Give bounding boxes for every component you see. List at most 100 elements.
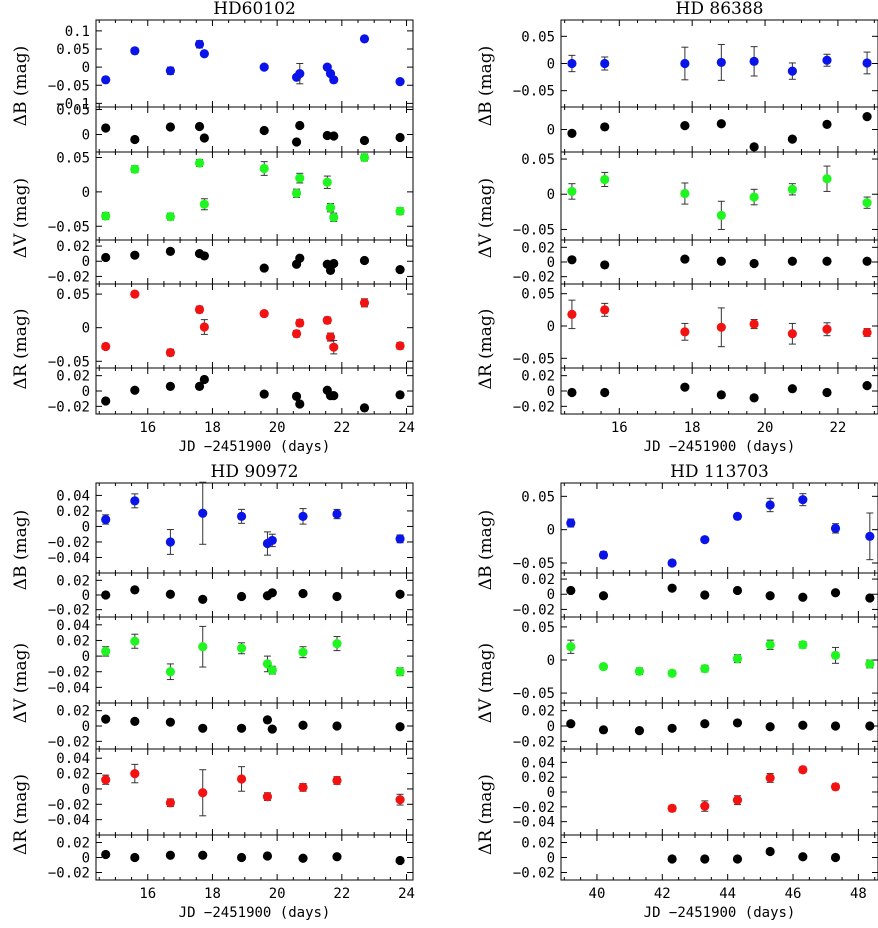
data-point — [101, 514, 111, 525]
y-tick-label: −0.02 — [48, 734, 90, 750]
y-tick-label: 0.02 — [521, 770, 555, 786]
y-tick-label: 0 — [82, 782, 90, 798]
data-point — [359, 34, 370, 44]
data-point — [634, 726, 645, 736]
data-point — [198, 850, 208, 860]
data-point — [130, 585, 140, 595]
y-tick-label: 0.02 — [56, 369, 90, 385]
y-tick-label: 0.04 — [521, 755, 555, 771]
subplot-frame — [95, 572, 414, 618]
x-tick-label: 20 — [757, 420, 774, 436]
y-tick-label: −0.02 — [48, 399, 90, 415]
data-point — [822, 55, 832, 65]
data-point — [101, 646, 111, 657]
x-tick-label: 18 — [684, 420, 701, 436]
data-point — [566, 719, 576, 729]
y-tick-label: −0.05 — [48, 354, 90, 370]
data-point — [749, 319, 759, 329]
y-tick-label: 0 — [82, 128, 90, 144]
y-tick-label: 0 — [547, 851, 555, 867]
data-point — [667, 803, 677, 813]
data-point — [598, 591, 609, 601]
y-axis-label: ΔV (mag) — [476, 643, 496, 723]
x-tick-label: 24 — [398, 886, 415, 902]
data-point — [165, 246, 175, 256]
data-point — [329, 342, 339, 352]
data-point — [165, 66, 175, 76]
data-point — [566, 642, 576, 652]
data-point — [700, 801, 710, 811]
data-point — [566, 585, 576, 596]
y-tick-label: 0.02 — [521, 572, 555, 588]
data-point — [291, 391, 302, 401]
data-point — [865, 531, 875, 541]
data-point — [798, 495, 808, 505]
x-tick-label: 48 — [850, 886, 867, 902]
subplot-frame — [95, 702, 414, 750]
data-point — [199, 251, 209, 261]
subplot-frame — [95, 19, 414, 108]
data-point — [267, 535, 277, 546]
y-axis-label: ΔR (mag) — [476, 309, 496, 390]
x-tick-label: 42 — [654, 886, 671, 902]
data-point — [395, 390, 405, 400]
data-point — [862, 256, 872, 266]
y-tick-label: 0 — [82, 254, 90, 270]
data-point — [236, 723, 247, 733]
subplot-frame — [95, 283, 414, 369]
data-point — [395, 264, 405, 275]
data-point — [830, 852, 841, 863]
y-tick-label: 0 — [82, 649, 90, 665]
data-point — [787, 384, 797, 394]
data-point — [787, 256, 797, 266]
data-point — [295, 253, 305, 263]
data-point — [236, 511, 247, 521]
y-tick-label: 0.05 — [521, 29, 555, 45]
subplot-frame — [560, 748, 878, 836]
y-tick-label: 0 — [547, 255, 555, 271]
data-point — [165, 347, 175, 358]
subplot-frame — [95, 616, 414, 704]
data-point — [322, 315, 332, 325]
data-point — [267, 665, 277, 675]
subplot-frame — [560, 482, 878, 574]
x-axis-label: JD −2451900 (days) — [644, 905, 796, 921]
data-point — [130, 289, 140, 299]
y-axis-label: ΔB (mag) — [476, 46, 496, 127]
subplot-frame — [95, 151, 414, 241]
data-point — [680, 327, 690, 337]
data-point — [862, 381, 872, 391]
subplot-frame — [560, 151, 878, 241]
data-point — [822, 387, 832, 398]
data-point — [600, 260, 610, 270]
y-tick-label: 0 — [547, 785, 555, 801]
y-tick-label: 0.02 — [56, 573, 90, 589]
y-tick-label: −0.04 — [48, 550, 90, 566]
data-point — [259, 389, 269, 399]
y-tick-label: −0.02 — [513, 866, 555, 882]
y-tick-label: −0.05 — [513, 686, 555, 702]
data-point — [130, 250, 140, 260]
y-tick-label: 0.05 — [521, 489, 555, 505]
y-tick-label: 0.05 — [521, 620, 555, 636]
y-tick-label: 0.02 — [56, 836, 90, 852]
data-point — [198, 788, 208, 798]
data-point — [600, 305, 610, 315]
data-point — [198, 723, 208, 733]
y-tick-label: −0.04 — [513, 815, 555, 831]
data-point — [332, 591, 342, 602]
data-point — [130, 385, 140, 395]
data-point — [395, 206, 405, 216]
data-point — [194, 158, 205, 168]
data-point — [101, 123, 111, 133]
y-tick-label: 0 — [82, 60, 90, 76]
y-axis-label: ΔR (mag) — [476, 774, 496, 855]
data-point — [165, 122, 175, 132]
x-tick-label: 20 — [269, 886, 286, 902]
x-tick-label: 18 — [204, 886, 221, 902]
